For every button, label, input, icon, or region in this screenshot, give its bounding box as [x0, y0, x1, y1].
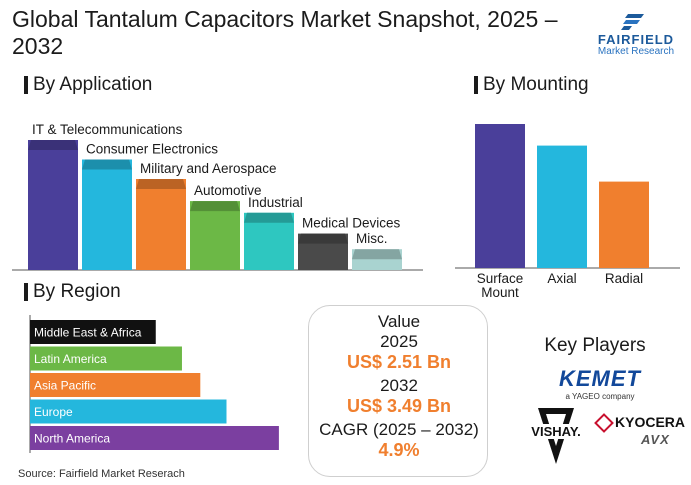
- fairfield-logo: FAIRFIELD Market Research: [588, 12, 684, 58]
- label-consumer-electronics: Consumer Electronics: [86, 142, 218, 157]
- cagr-value: 4.9%: [378, 440, 420, 460]
- kyocera-mark-icon: [594, 413, 614, 433]
- title-marker: [474, 76, 478, 94]
- label-north-america: North America: [34, 432, 110, 446]
- label-latin-america: Latin America: [34, 352, 107, 366]
- mounting-chart: Surface Mount Axial Radial: [455, 124, 680, 300]
- bar-automotive: [190, 201, 240, 270]
- bar-axial: [537, 145, 587, 268]
- region-title-text: By Region: [33, 281, 121, 302]
- label-misc: Misc.: [356, 231, 388, 246]
- bar-latin-america: [30, 346, 182, 371]
- application-title-text: By Application: [33, 74, 153, 95]
- logo-sub: Market Research: [597, 46, 675, 57]
- label-europe: Europe: [34, 405, 73, 419]
- label-axial: Axial: [547, 271, 576, 286]
- value-header: Value: [377, 312, 421, 331]
- label-medical-devices: Medical Devices: [302, 216, 401, 231]
- cagr-label: CAGR (2025 – 2032): [319, 420, 479, 439]
- bar-cap-medical-devices: [298, 233, 348, 244]
- label-asia-pacific: Asia Pacific: [34, 379, 96, 393]
- value-year-2032: 2032: [380, 376, 418, 395]
- bar-surface-mount: [475, 124, 525, 268]
- bar-cap-misc: [352, 249, 402, 260]
- bar-radial: [599, 181, 649, 268]
- source-note: Source: Fairfield Market Reserach: [18, 468, 185, 480]
- title-marker: [24, 76, 28, 94]
- value-year-2025: 2025: [380, 332, 418, 351]
- key-players-title: Key Players: [544, 335, 646, 356]
- kyocera-text: KYOCERA: [615, 414, 686, 430]
- vishay-logo: VISHAY.: [524, 408, 588, 464]
- title-marker: [24, 283, 28, 301]
- value-2025: US$ 2.51 Bn: [346, 352, 452, 372]
- bar-it-and-telecommunications: [28, 140, 78, 270]
- bar-cap-automotive: [190, 201, 240, 212]
- region-chart: Middle East & Africa Latin America Asia Pa…: [29, 315, 279, 453]
- market-value-box: Value 2025 US$ 2.51 Bn 2032 US$ 3.49 Bn …: [308, 305, 488, 477]
- page-title: Global Tantalum Capacitors Market Snapsh…: [12, 6, 558, 59]
- label-middle-east-and-africa: Middle East & Africa: [34, 326, 142, 340]
- vishay-text: VISHAY.: [524, 424, 588, 439]
- label-automotive: Automotive: [194, 183, 262, 198]
- region-section-title: By Region: [24, 281, 121, 303]
- bar-consumer-electronics: [82, 159, 132, 270]
- kemet-logo: KEMET: [559, 366, 641, 391]
- kemet-subtitle: a YAGEO company: [565, 392, 635, 401]
- label-radial: Radial: [605, 271, 643, 286]
- bar-military-and-aerospace: [136, 179, 186, 270]
- logo-icon: [621, 14, 644, 30]
- mounting-section-title: By Mounting: [474, 74, 589, 96]
- bar-cap-military-and-aerospace: [136, 179, 186, 189]
- avx-text: AVX: [641, 432, 670, 447]
- value-2032: US$ 3.49 Bn: [346, 396, 452, 416]
- application-section-title: By Application: [24, 74, 152, 96]
- bar-cap-consumer-electronics: [82, 159, 132, 170]
- bar-middle-east-and-africa: [30, 320, 156, 344]
- application-chart: IT & Telecommunications Consumer Electron…: [12, 122, 423, 271]
- bar-north-america: [30, 426, 279, 450]
- bar-asia-pacific: [30, 373, 201, 397]
- bar-cap-it-and-telecommunications: [28, 140, 78, 150]
- label-it-and-telecommunications: IT & Telecommunications: [32, 122, 183, 137]
- label-industrial: Industrial: [248, 195, 303, 210]
- logo-brand: FAIRFIELD: [597, 32, 675, 47]
- mounting-title-text: By Mounting: [483, 74, 589, 95]
- bar-europe: [30, 399, 227, 424]
- label-military-and-aerospace: Military and Aerospace: [140, 161, 277, 176]
- bar-cap-industrial: [244, 212, 294, 223]
- kyocera-avx-logo: KYOCERA AVX: [594, 413, 685, 450]
- label-surface-mount: Surface Mount: [477, 271, 524, 300]
